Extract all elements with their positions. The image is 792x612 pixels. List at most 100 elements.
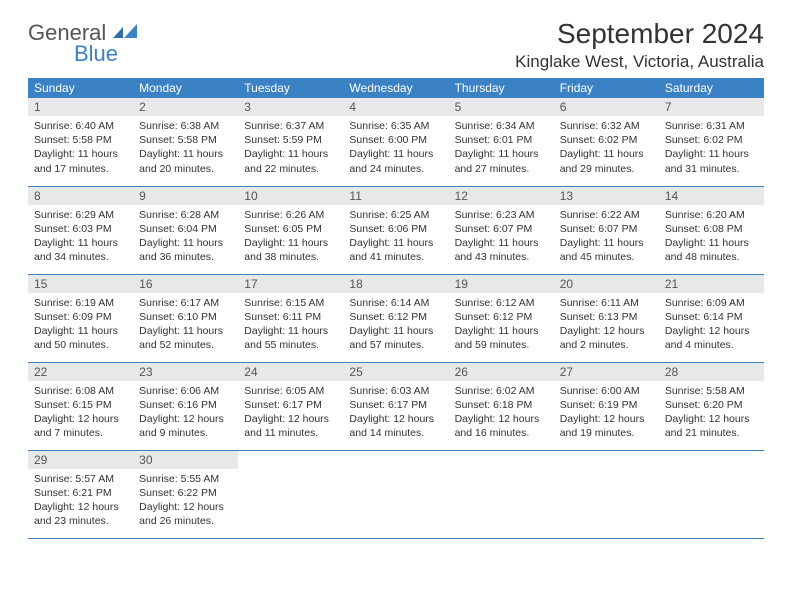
day-detail-line: Sunrise: 6:26 AM (244, 208, 337, 222)
day-detail-line: Daylight: 11 hours (560, 236, 653, 250)
day-detail-line: Sunrise: 6:32 AM (560, 119, 653, 133)
day-detail-line: and 14 minutes. (349, 426, 442, 440)
day-detail-line: Sunrise: 6:02 AM (455, 384, 548, 398)
page-title: September 2024 (515, 18, 764, 50)
day-detail-line: Daylight: 12 hours (34, 500, 127, 514)
day-number: 21 (659, 275, 764, 293)
day-detail-line: Sunrise: 6:22 AM (560, 208, 653, 222)
calendar-day-cell: 20Sunrise: 6:11 AMSunset: 6:13 PMDayligh… (554, 274, 659, 362)
day-detail-line: and 57 minutes. (349, 338, 442, 352)
calendar-day-cell: 23Sunrise: 6:06 AMSunset: 6:16 PMDayligh… (133, 362, 238, 450)
calendar-week-row: 29Sunrise: 5:57 AMSunset: 6:21 PMDayligh… (28, 450, 764, 538)
day-number: 25 (343, 363, 448, 381)
day-detail-line: Daylight: 11 hours (139, 147, 232, 161)
day-details: Sunrise: 6:34 AMSunset: 6:01 PMDaylight:… (449, 116, 554, 181)
day-detail-line: Daylight: 12 hours (560, 324, 653, 338)
day-detail-line: Sunrise: 6:12 AM (455, 296, 548, 310)
calendar-day-cell (449, 450, 554, 538)
day-number: 29 (28, 451, 133, 469)
day-detail-line: and 38 minutes. (244, 250, 337, 264)
day-number: 6 (554, 98, 659, 116)
day-details: Sunrise: 6:03 AMSunset: 6:17 PMDaylight:… (343, 381, 448, 446)
day-detail-line: Sunset: 6:07 PM (455, 222, 548, 236)
day-details: Sunrise: 6:26 AMSunset: 6:05 PMDaylight:… (238, 205, 343, 270)
day-detail-line: Sunrise: 6:19 AM (34, 296, 127, 310)
calendar-day-cell: 22Sunrise: 6:08 AMSunset: 6:15 PMDayligh… (28, 362, 133, 450)
logo-flag-icon (113, 24, 137, 42)
calendar-day-cell: 15Sunrise: 6:19 AMSunset: 6:09 PMDayligh… (28, 274, 133, 362)
day-detail-line: Daylight: 11 hours (560, 147, 653, 161)
day-detail-line: Daylight: 11 hours (244, 147, 337, 161)
calendar-day-cell: 14Sunrise: 6:20 AMSunset: 6:08 PMDayligh… (659, 186, 764, 274)
day-detail-line: Daylight: 12 hours (560, 412, 653, 426)
header: General Blue September 2024 Kinglake Wes… (28, 18, 764, 72)
calendar-day-cell: 19Sunrise: 6:12 AMSunset: 6:12 PMDayligh… (449, 274, 554, 362)
day-detail-line: Sunset: 6:17 PM (349, 398, 442, 412)
calendar-day-cell (554, 450, 659, 538)
day-detail-line: Sunrise: 6:25 AM (349, 208, 442, 222)
day-details: Sunrise: 6:14 AMSunset: 6:12 PMDaylight:… (343, 293, 448, 358)
calendar-day-cell: 16Sunrise: 6:17 AMSunset: 6:10 PMDayligh… (133, 274, 238, 362)
day-detail-line: Sunset: 6:15 PM (34, 398, 127, 412)
calendar-table: SundayMondayTuesdayWednesdayThursdayFrid… (28, 78, 764, 539)
day-details: Sunrise: 6:31 AMSunset: 6:02 PMDaylight:… (659, 116, 764, 181)
day-detail-line: Sunrise: 5:58 AM (665, 384, 758, 398)
day-detail-line: Sunset: 6:14 PM (665, 310, 758, 324)
calendar-column-header: Saturday (659, 78, 764, 98)
day-number: 14 (659, 187, 764, 205)
day-number: 7 (659, 98, 764, 116)
day-detail-line: Daylight: 11 hours (244, 236, 337, 250)
day-detail-line: Daylight: 11 hours (455, 236, 548, 250)
day-number: 9 (133, 187, 238, 205)
day-details: Sunrise: 5:57 AMSunset: 6:21 PMDaylight:… (28, 469, 133, 534)
calendar-body: 1Sunrise: 6:40 AMSunset: 5:58 PMDaylight… (28, 98, 764, 538)
day-number: 15 (28, 275, 133, 293)
day-detail-line: and 43 minutes. (455, 250, 548, 264)
day-details: Sunrise: 5:55 AMSunset: 6:22 PMDaylight:… (133, 469, 238, 534)
day-details: Sunrise: 5:58 AMSunset: 6:20 PMDaylight:… (659, 381, 764, 446)
calendar-week-row: 22Sunrise: 6:08 AMSunset: 6:15 PMDayligh… (28, 362, 764, 450)
day-detail-line: and 9 minutes. (139, 426, 232, 440)
day-number: 13 (554, 187, 659, 205)
day-detail-line: and 59 minutes. (455, 338, 548, 352)
day-number: 27 (554, 363, 659, 381)
day-details: Sunrise: 6:11 AMSunset: 6:13 PMDaylight:… (554, 293, 659, 358)
day-details: Sunrise: 6:09 AMSunset: 6:14 PMDaylight:… (659, 293, 764, 358)
day-detail-line: and 24 minutes. (349, 162, 442, 176)
day-number: 18 (343, 275, 448, 293)
day-number: 26 (449, 363, 554, 381)
day-detail-line: Daylight: 12 hours (665, 324, 758, 338)
day-detail-line: Sunset: 6:09 PM (34, 310, 127, 324)
location-text: Kinglake West, Victoria, Australia (515, 52, 764, 72)
day-details: Sunrise: 6:40 AMSunset: 5:58 PMDaylight:… (28, 116, 133, 181)
day-detail-line: Sunrise: 6:28 AM (139, 208, 232, 222)
day-detail-line: Sunrise: 6:31 AM (665, 119, 758, 133)
calendar-column-header: Wednesday (343, 78, 448, 98)
calendar-day-cell: 10Sunrise: 6:26 AMSunset: 6:05 PMDayligh… (238, 186, 343, 274)
day-number: 16 (133, 275, 238, 293)
calendar-column-header: Thursday (449, 78, 554, 98)
day-detail-line: Sunset: 6:07 PM (560, 222, 653, 236)
day-detail-line: Sunset: 6:12 PM (455, 310, 548, 324)
day-detail-line: Sunrise: 6:06 AM (139, 384, 232, 398)
day-detail-line: and 11 minutes. (244, 426, 337, 440)
day-detail-line: and 45 minutes. (560, 250, 653, 264)
day-detail-line: and 52 minutes. (139, 338, 232, 352)
day-details: Sunrise: 6:38 AMSunset: 5:58 PMDaylight:… (133, 116, 238, 181)
day-detail-line: Sunrise: 6:20 AM (665, 208, 758, 222)
calendar-header-row: SundayMondayTuesdayWednesdayThursdayFrid… (28, 78, 764, 98)
calendar-column-header: Sunday (28, 78, 133, 98)
calendar-day-cell (343, 450, 448, 538)
day-detail-line: Sunset: 6:11 PM (244, 310, 337, 324)
day-detail-line: Daylight: 12 hours (139, 500, 232, 514)
day-details: Sunrise: 6:37 AMSunset: 5:59 PMDaylight:… (238, 116, 343, 181)
day-detail-line: Daylight: 11 hours (34, 147, 127, 161)
day-detail-line: Sunrise: 6:17 AM (139, 296, 232, 310)
day-detail-line: Daylight: 11 hours (349, 324, 442, 338)
day-detail-line: and 20 minutes. (139, 162, 232, 176)
day-details: Sunrise: 6:25 AMSunset: 6:06 PMDaylight:… (343, 205, 448, 270)
day-detail-line: Sunrise: 6:35 AM (349, 119, 442, 133)
calendar-day-cell: 6Sunrise: 6:32 AMSunset: 6:02 PMDaylight… (554, 98, 659, 186)
logo-text-blue: Blue (74, 43, 137, 65)
calendar-day-cell: 21Sunrise: 6:09 AMSunset: 6:14 PMDayligh… (659, 274, 764, 362)
